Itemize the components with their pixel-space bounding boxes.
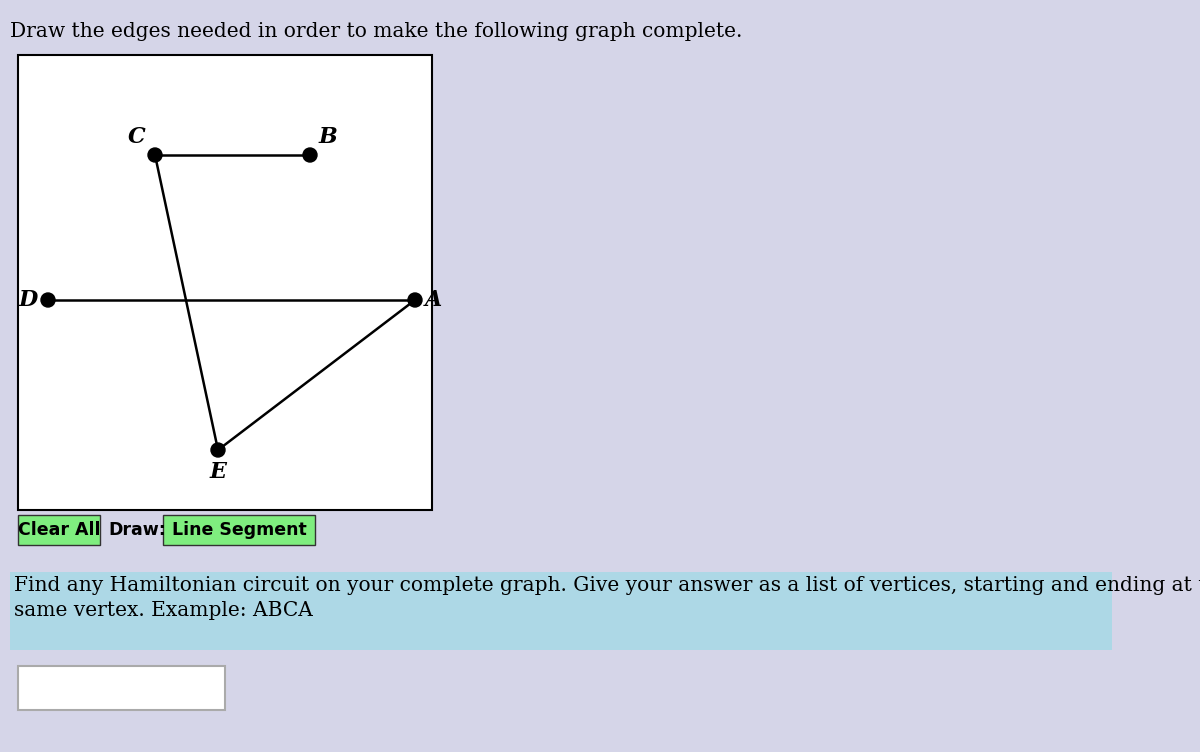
Bar (18, 55, 432, 510)
Circle shape (211, 443, 226, 457)
Circle shape (148, 148, 162, 162)
Text: A: A (425, 289, 442, 311)
Bar (163, 515, 314, 545)
Circle shape (408, 293, 422, 307)
Bar (10, 572, 1112, 650)
Text: Find any Hamiltonian circuit on your complete graph. Give your answer as a list : Find any Hamiltonian circuit on your com… (14, 576, 1200, 620)
Text: Draw:: Draw: (108, 521, 166, 539)
Text: C: C (128, 126, 146, 148)
Text: B: B (319, 126, 337, 148)
Text: E: E (210, 461, 227, 483)
Circle shape (41, 293, 55, 307)
Text: Draw the edges needed in order to make the following graph complete.: Draw the edges needed in order to make t… (10, 22, 743, 41)
Text: Line Segment: Line Segment (172, 521, 306, 539)
Bar (18, 515, 100, 545)
Text: Clear All: Clear All (18, 521, 101, 539)
Text: D: D (18, 289, 37, 311)
Bar (18, 666, 226, 710)
Circle shape (302, 148, 317, 162)
